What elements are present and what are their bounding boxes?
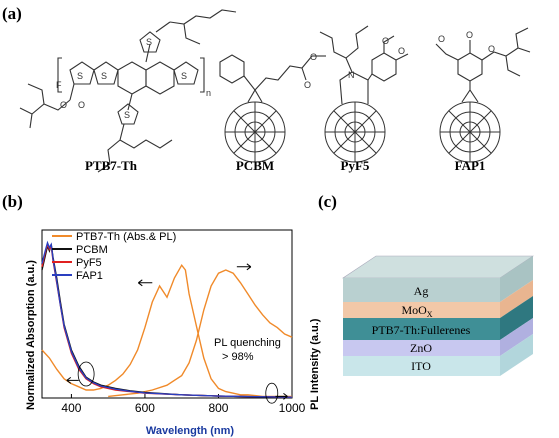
chemical-structures: S S S S S F O O n — [19, 9, 531, 173]
y-axis-left-label: Normalized Absorption (a.u.) — [25, 260, 37, 410]
fap1-atom-o2: O — [466, 30, 473, 40]
fap1-atom-o1: O — [438, 34, 445, 44]
y-axis-right-label: PL Intensity (a.u.) — [309, 318, 321, 410]
pyf5-atom-o2: O — [398, 46, 405, 56]
layer-ito — [343, 356, 500, 376]
side-moox — [500, 280, 533, 318]
atom-s-2: S — [101, 71, 107, 81]
label-fap1: FAP1 — [454, 158, 486, 173]
legend-label: FAP1 — [76, 270, 103, 282]
marker-ellipse-abs — [77, 361, 95, 387]
pyf5-addend — [319, 25, 409, 105]
layer-moox — [343, 302, 500, 318]
label-ptb7th: PTB7-Th — [84, 158, 137, 173]
atom-o-1: O — [60, 100, 67, 110]
x-tick-label: 1000 — [279, 401, 306, 415]
arrow-left-abs — [66, 377, 79, 384]
atom-s-4: S — [124, 110, 130, 120]
layer-label-ag: Ag — [414, 284, 429, 298]
side-active — [500, 296, 533, 340]
legend-label: PTB7-Th (Abs.& PL) — [76, 231, 176, 243]
layer-label-ito: ITO — [411, 359, 431, 373]
layer-ag — [343, 278, 500, 302]
atom-f: F — [56, 80, 62, 90]
atom-s-3: S — [146, 37, 152, 47]
x-tick-label: 800 — [208, 401, 228, 415]
layer-active — [343, 318, 500, 340]
arrow-left-ptb-abs — [137, 279, 153, 287]
layer-label-moox: MoOX — [401, 303, 432, 319]
atom-s-5: S — [181, 71, 187, 81]
stack-top-face — [342, 255, 534, 279]
fullerene-cages — [224, 101, 501, 163]
layer-label-active: PTB7-Th:Fullerenes — [372, 323, 471, 337]
fap1-atom-o3: O — [488, 44, 495, 54]
x-axis-label: Wavelength (nm) — [146, 425, 235, 437]
panel-a-letter: (a) — [2, 4, 22, 23]
panel-c-letter: (c) — [318, 192, 337, 211]
pcbm-addend — [219, 54, 326, 103]
layer-label-zno: ZnO — [410, 341, 432, 355]
ptb7th-structure — [19, 9, 237, 173]
annotation-pl-quenching: PL quenching — [214, 337, 281, 349]
pcbm-cage — [224, 101, 286, 163]
marker-ellipse-pl — [265, 382, 279, 404]
series-ptb7th-abs — [41, 263, 292, 398]
fap1-addend — [435, 27, 531, 103]
arrow-right-pl — [275, 393, 288, 400]
x-tick-label: 600 — [135, 401, 155, 415]
series-ptb7th-pl — [108, 269, 293, 398]
panel-b-letter: (b) — [2, 192, 23, 211]
pyf5-cage — [324, 101, 386, 163]
fap1-cage — [439, 101, 501, 163]
pcbm-atom-o1: O — [304, 80, 311, 90]
side-ito — [500, 334, 533, 376]
label-pyf5: PyF5 — [340, 158, 370, 173]
plot-frame — [41, 229, 293, 399]
repeat-n: n — [206, 88, 211, 98]
atom-s-1: S — [77, 71, 83, 81]
device-stack: Ag MoOX PTB7-Th:Fullerenes ZnO ITO — [342, 255, 534, 376]
side-ag — [500, 256, 533, 302]
label-pcbm: PCBM — [235, 158, 275, 173]
legend-label: PyF5 — [76, 257, 102, 269]
series-fap1 — [41, 240, 293, 398]
pyf5-atom-n: N — [348, 70, 355, 80]
legend-label: PCBM — [76, 244, 108, 256]
layer-zno — [343, 340, 500, 356]
pyf5-atom-o1: O — [382, 36, 389, 46]
arrow-right-ptb-pl — [236, 263, 252, 271]
x-tick-label: 400 — [61, 401, 81, 415]
atom-o-2: O — [78, 100, 85, 110]
annotation-percentage: > 98% — [222, 351, 254, 363]
side-zno — [500, 318, 533, 356]
pcbm-atom-o2: O — [310, 52, 317, 62]
absorption-pl-chart: 400 600 800 1000 Wavelength (nm) Normalized… — [25, 229, 321, 437]
